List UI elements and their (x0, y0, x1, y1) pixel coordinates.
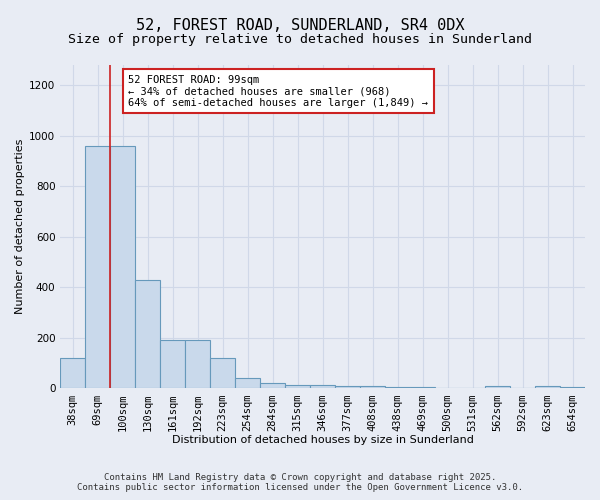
Bar (310, 386, 335, 388)
Bar (260, 384, 285, 388)
Bar (210, 358, 235, 388)
Text: 52, FOREST ROAD, SUNDERLAND, SR4 0DX: 52, FOREST ROAD, SUNDERLAND, SR4 0DX (136, 18, 464, 32)
Y-axis label: Number of detached properties: Number of detached properties (15, 139, 25, 314)
Bar (360, 386, 385, 388)
Bar (385, 387, 410, 388)
Bar (160, 340, 185, 388)
Bar (110, 146, 135, 388)
X-axis label: Distribution of detached houses by size in Sunderland: Distribution of detached houses by size … (172, 435, 473, 445)
Bar (60, 358, 85, 388)
Bar (335, 386, 360, 388)
Bar (560, 387, 585, 388)
Text: Size of property relative to detached houses in Sunderland: Size of property relative to detached ho… (68, 32, 532, 46)
Bar (185, 340, 210, 388)
Text: Contains HM Land Registry data © Crown copyright and database right 2025.
Contai: Contains HM Land Registry data © Crown c… (77, 473, 523, 492)
Bar (285, 384, 310, 388)
Bar (235, 378, 260, 388)
Bar (135, 280, 160, 388)
Bar (535, 386, 560, 388)
Bar (85, 146, 110, 388)
Text: 52 FOREST ROAD: 99sqm
← 34% of detached houses are smaller (968)
64% of semi-det: 52 FOREST ROAD: 99sqm ← 34% of detached … (128, 74, 428, 108)
Bar (410, 387, 435, 388)
Bar (485, 386, 510, 388)
